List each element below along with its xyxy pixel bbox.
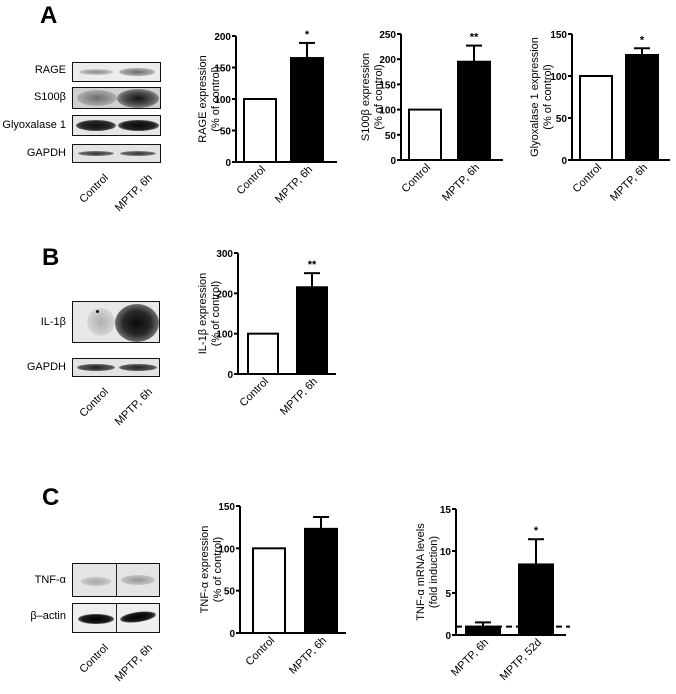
y-tick-label: 100 <box>214 95 231 106</box>
y-tick-label: 0 <box>561 156 567 167</box>
x-category-label: MPTP, 6h <box>278 376 320 418</box>
y-tick-label: 100 <box>216 330 233 341</box>
y-tick-label: 50 <box>556 114 568 125</box>
y-tick-label: 150 <box>214 64 231 75</box>
significance-marker: * <box>534 525 539 537</box>
y-tick-label: 50 <box>224 587 236 598</box>
y-tick-label: 100 <box>379 106 396 117</box>
y-tick-label: 50 <box>385 131 397 142</box>
blot-band-rage <box>72 62 161 82</box>
bar-first <box>247 332 279 375</box>
significance-marker: * <box>305 29 310 41</box>
x-category-label: MPTP, 52d <box>498 637 544 683</box>
blot-band-tnfa <box>72 563 160 597</box>
panel-letter-b: B <box>42 244 60 271</box>
blot-label-s100b: S100β <box>33 91 66 103</box>
bar-second <box>625 54 659 161</box>
chart-a-s100b: ** 0 50 100 150 200 250 S100β expression(% of c… <box>360 30 503 204</box>
x-category-label: MPTP, 6h <box>608 162 650 204</box>
y-axis-label: IL-1β expression(% of control) <box>197 273 222 355</box>
chart-c-tnfa-protein: 0 50 100 150 TNF-α expression(% of control) C… <box>199 502 346 677</box>
blot-label-bactin: β–actin <box>30 610 66 622</box>
bar-second <box>518 563 554 636</box>
bar-first <box>243 98 277 163</box>
x-category-label: Control <box>238 376 272 410</box>
y-tick-label: 0 <box>390 156 396 167</box>
blot-label-il1b: IL-1β <box>40 316 66 328</box>
blot-band-bactin <box>72 603 160 633</box>
blot-band-s100b <box>72 87 161 109</box>
bar-first <box>465 625 501 636</box>
y-axis-label: TNF-α expression(% of control) <box>199 526 224 614</box>
blot-band-il1b <box>72 301 160 343</box>
x-category-label: Control <box>400 162 434 196</box>
chart-b-il1b: ** 0 100 200 300 IL-1β expression(% of contro… <box>197 249 336 418</box>
significance-marker: ** <box>470 32 479 44</box>
blot-band-gapdh-a <box>72 144 161 163</box>
y-tick-label: 0 <box>229 629 235 640</box>
y-tick-label: 15 <box>440 505 452 516</box>
y-tick-label: 5 <box>445 589 451 600</box>
y-axis-label: S100β expression(% of control) <box>360 53 385 141</box>
y-tick-label: 200 <box>216 289 233 300</box>
x-category-label: MPTP, 6h <box>287 635 329 677</box>
y-tick-label: 150 <box>379 80 396 91</box>
y-axis-label: TNF-α mRNA levels(fold induction) <box>415 523 440 621</box>
blot-band-gapdh-b <box>72 358 160 377</box>
x-category-label: MPTP, 6h <box>449 637 491 679</box>
blot-label-rage: RAGE <box>34 64 66 76</box>
significance-marker: ** <box>308 259 317 271</box>
y-tick-label: 200 <box>214 32 231 43</box>
x-category-label: MPTP, 6h <box>273 164 315 206</box>
bar-first <box>252 547 286 634</box>
x-category-label: MPTP, 6h <box>440 162 482 204</box>
y-tick-label: 10 <box>440 547 452 558</box>
blot-label-gapdh-b: GAPDH <box>26 361 66 373</box>
y-tick-label: 50 <box>220 127 232 138</box>
bar-first <box>579 75 613 161</box>
y-axis-label: RAGE expression(% of control) <box>197 55 222 142</box>
significance-marker: * <box>640 34 645 46</box>
y-tick-label: 250 <box>379 30 396 41</box>
x-category-label: Control <box>571 162 605 196</box>
y-tick-label: 0 <box>445 631 451 642</box>
bar-second <box>290 57 324 163</box>
panel-letter-a: A <box>40 2 58 29</box>
blot-label-glyoxalase: Glyoxalase 1 <box>2 119 66 131</box>
y-tick-label: 0 <box>225 158 231 169</box>
blot-label-gapdh-a: GAPDH <box>26 147 66 159</box>
bar-second <box>457 60 491 161</box>
y-tick-label: 100 <box>218 544 235 555</box>
bar-second <box>296 286 328 375</box>
x-category-label: Control <box>235 164 269 198</box>
bar-first <box>408 108 442 161</box>
y-tick-label: 0 <box>227 370 233 381</box>
panel-letter-c: C <box>42 484 60 511</box>
y-axis-label: Glyoxalase 1 expression(% of control) <box>529 37 554 157</box>
y-tick-label: 200 <box>379 55 396 66</box>
x-category-label: Control <box>244 635 278 669</box>
y-tick-label: 100 <box>550 72 567 83</box>
blot-band-glyoxalase <box>72 115 161 136</box>
y-tick-label: 150 <box>550 30 567 41</box>
chart-a-rage: * 0 50 100 150 200 RAGE expression(% of contro… <box>197 29 337 206</box>
blot-label-tnfa: TNF-α <box>34 574 66 586</box>
y-tick-label: 300 <box>216 249 233 260</box>
bar-second <box>304 527 338 634</box>
y-tick-label: 150 <box>218 502 235 513</box>
